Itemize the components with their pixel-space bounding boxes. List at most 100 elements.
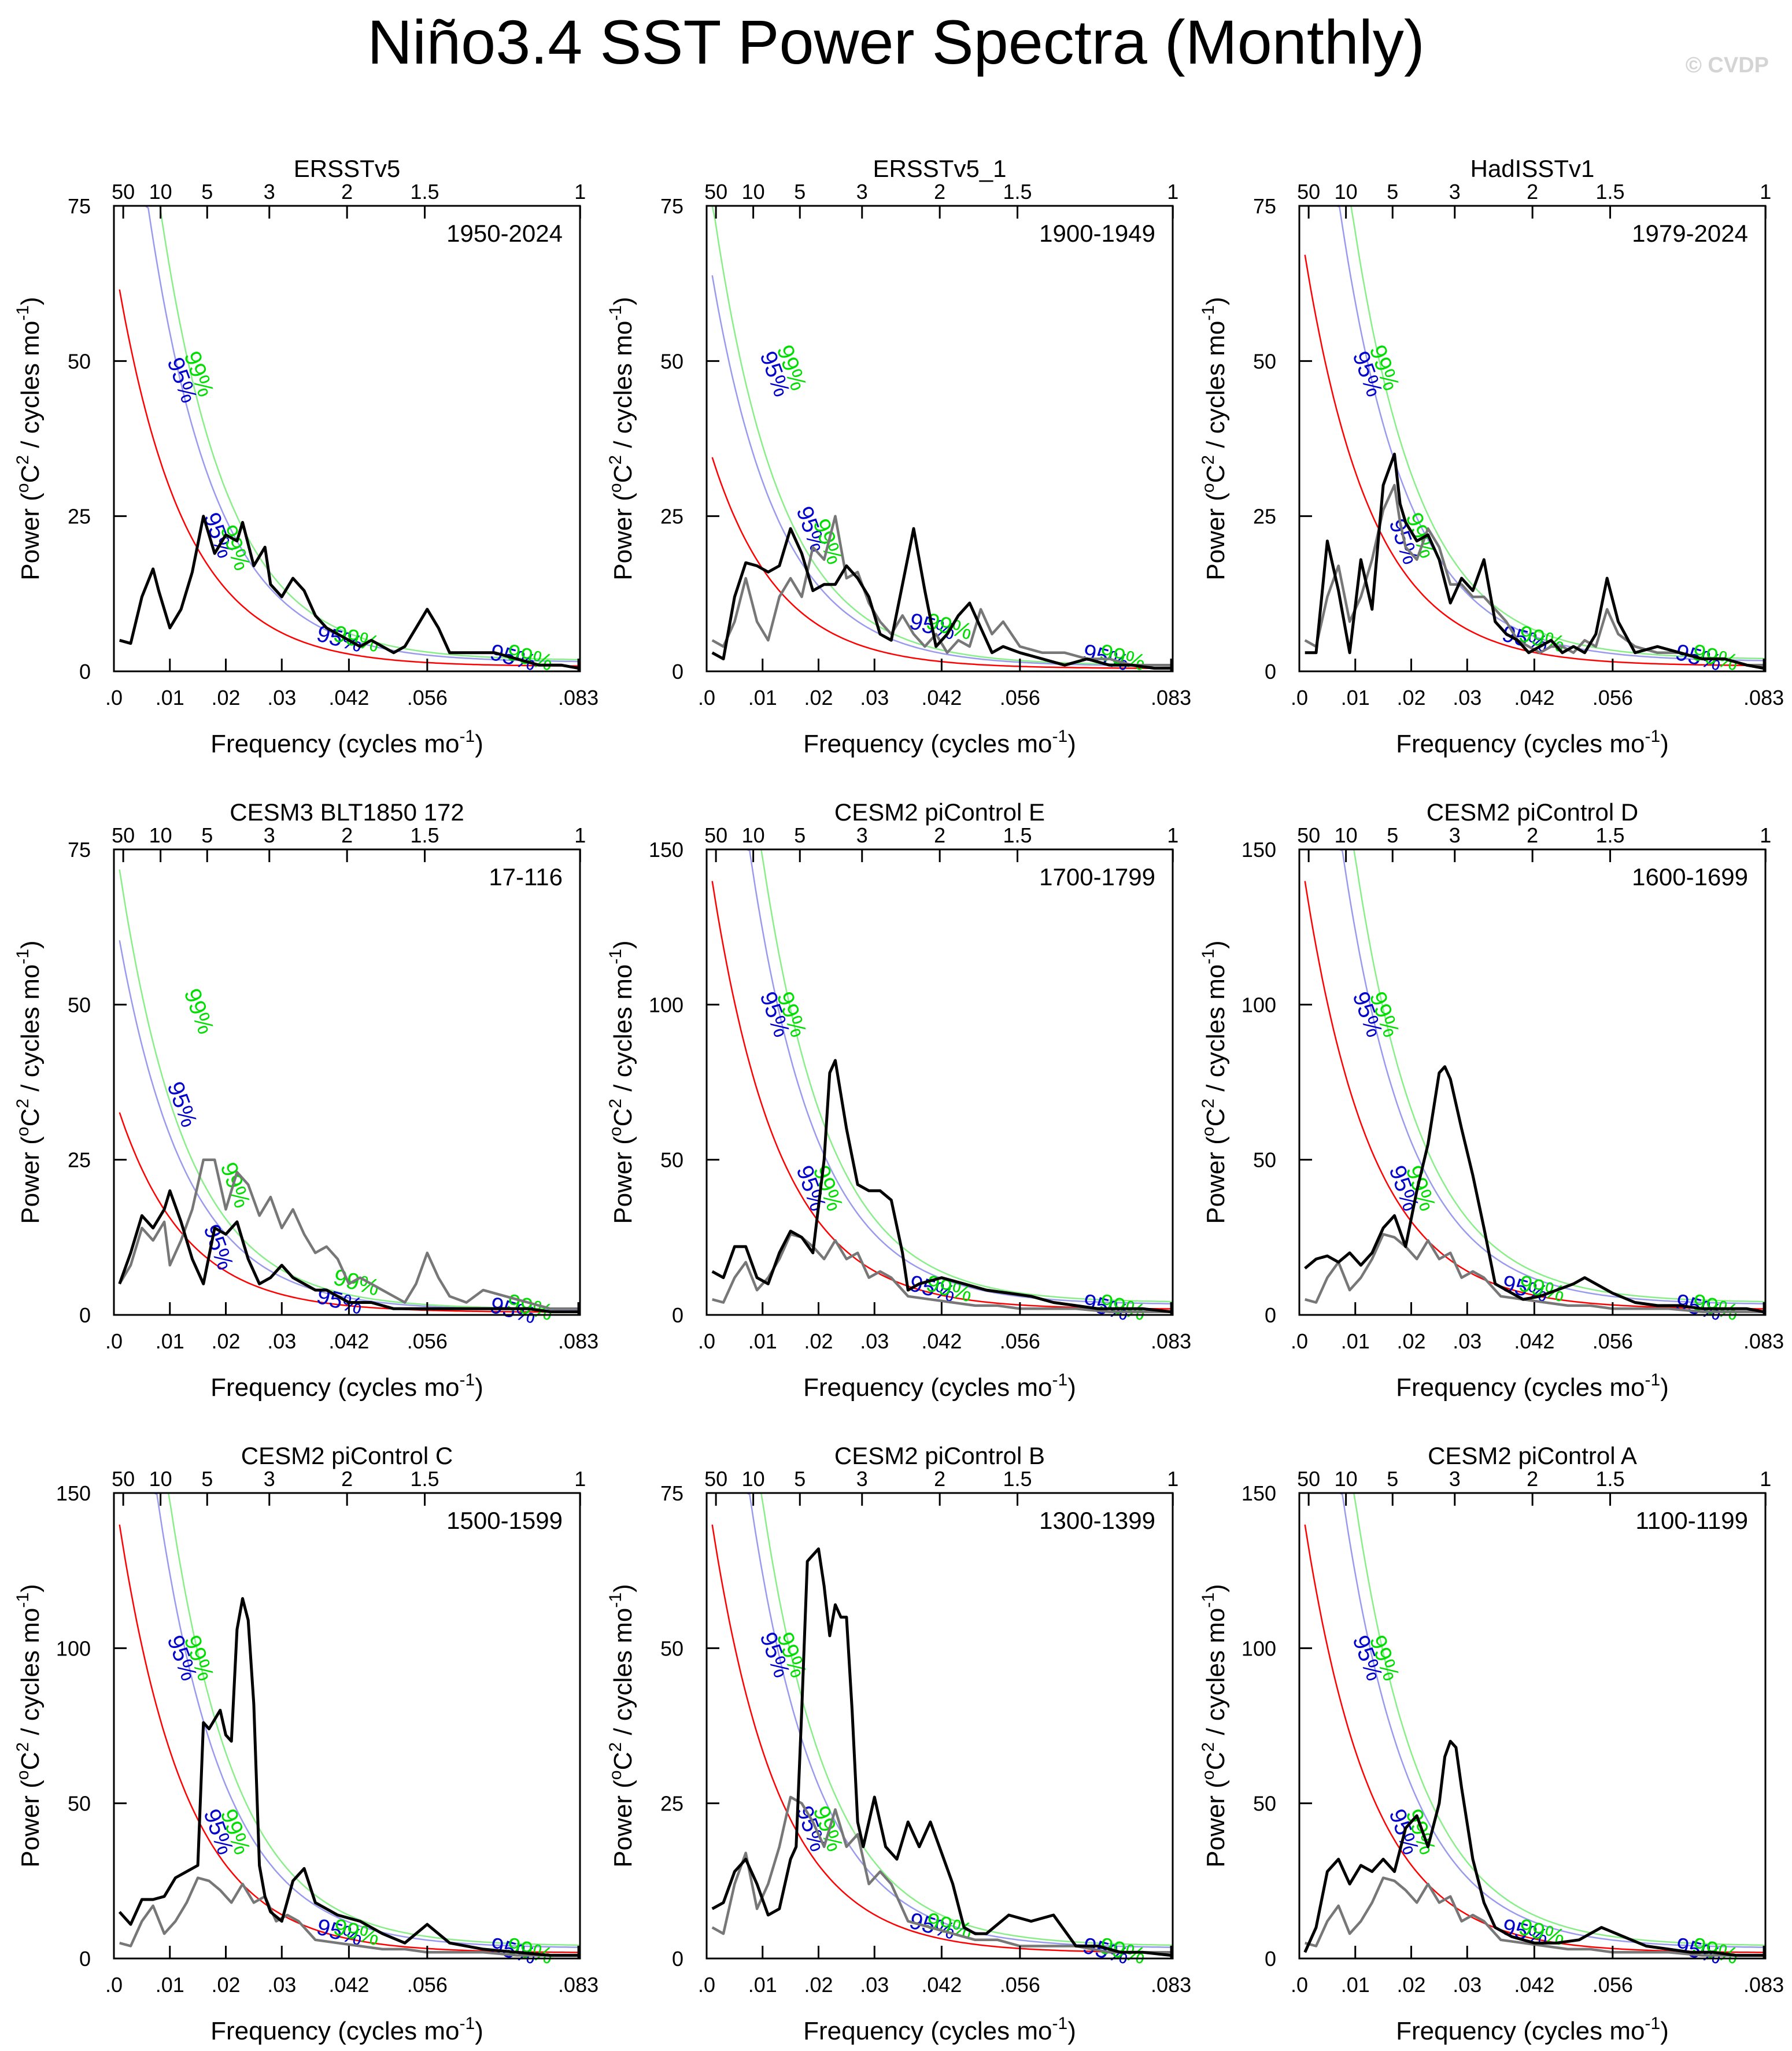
x-label-sup: -1 [1645, 2014, 1661, 2033]
x-tick-label: .0 [105, 1973, 123, 1997]
x-tick-label: .02 [1396, 686, 1425, 709]
red-noise-curve [119, 1524, 580, 1953]
panel-9: 95%95%95%95%99%99%99%99%.0.01.02.03.042.… [1199, 1442, 1784, 2045]
y-tick-label: 0 [1265, 1947, 1276, 1971]
reference-line [1305, 1233, 1764, 1313]
y-label-sup: 2 [1199, 1099, 1218, 1108]
y-label-part: / cycles mo [1202, 1608, 1230, 1742]
x-tick-label: .01 [748, 1973, 777, 1997]
x-axis-label: Frequency (cycles mo-1) [1396, 1370, 1669, 1402]
y-label-part: / cycles mo [16, 321, 45, 455]
reference-line [1304, 483, 1764, 667]
x-label-sup: -1 [1052, 1370, 1068, 1389]
x-label-sup: -1 [460, 2014, 475, 2033]
y-tick-label: 50 [660, 1148, 683, 1172]
reference-line [118, 1158, 579, 1310]
x-label-tail: ) [475, 730, 483, 758]
spectrum-line [1305, 452, 1764, 670]
x-label-sup: -1 [460, 727, 475, 746]
y-label-sup: -1 [606, 949, 625, 964]
y-axis-label: Power (oC2 / cycles mo-1) [1199, 940, 1230, 1224]
x-tick-label: .083 [558, 686, 598, 709]
x-label-tail: ) [1660, 730, 1669, 758]
y-label-part: / cycles mo [16, 1608, 45, 1742]
y-label-part: ) [1202, 297, 1230, 305]
top-tick-label: 1 [1167, 823, 1178, 847]
x-label-sup: -1 [1052, 727, 1068, 746]
y-label-sup: 2 [13, 455, 32, 465]
x-tick-label: .056 [407, 686, 448, 709]
top-tick-label: 50 [704, 180, 727, 204]
panel-4: 95%95%95% 95%99%99%99%99%.0.01.02.03.042.… [13, 799, 598, 1402]
x-tick-label: .083 [558, 1973, 598, 1997]
x-tick-label: .083 [1743, 1973, 1784, 1997]
y-label-sup: o [606, 483, 625, 493]
y-tick-label: 100 [1242, 1636, 1276, 1660]
top-tick-label: 1.5 [411, 1467, 439, 1491]
top-tick-label: 5 [201, 1467, 213, 1491]
top-tick-label: 3 [264, 823, 275, 847]
top-tick-label: 2 [341, 1467, 353, 1491]
x-tick-label: .042 [921, 686, 962, 709]
top-tick-label: 5 [1387, 1467, 1398, 1491]
red-noise-curve [119, 289, 580, 667]
top-tick-label: 1.5 [1003, 1467, 1032, 1491]
y-label-sup: -1 [1199, 1592, 1218, 1608]
x-tick-label: .0 [698, 1973, 715, 1997]
y-label-part: C [609, 1752, 637, 1771]
y-label-sup: 2 [13, 1099, 32, 1108]
x-tick-label: .03 [860, 686, 889, 709]
y-label-part: C [16, 1752, 45, 1771]
top-tick-label: 50 [112, 823, 135, 847]
plot-frame [1298, 848, 1767, 1316]
panel-1: 95%95%95%95%99%99%99%99%.0.01.02.03.042.… [13, 155, 598, 758]
top-tick-label: 50 [1297, 823, 1320, 847]
top-tick-label: 1 [574, 823, 586, 847]
spectrum-line [711, 1547, 1172, 1957]
x-tick-label: .042 [328, 1973, 369, 1997]
x-axis-label: Frequency (cycles mo-1) [803, 1370, 1076, 1402]
y-tick-label: 25 [660, 1792, 683, 1816]
x-label-tail: ) [475, 2017, 483, 2045]
period-label: 1700-1799 [1039, 863, 1155, 890]
x-tick-label: .056 [1593, 1329, 1633, 1353]
y-tick-label: 50 [660, 1636, 683, 1660]
x-tick-label: .056 [1000, 686, 1040, 709]
y-tick-label: 50 [1253, 349, 1276, 373]
y-tick-label: 25 [1253, 505, 1276, 529]
x-tick-label: .083 [1151, 1973, 1191, 1997]
y-tick-label: 0 [672, 1303, 683, 1327]
cvdp-credit: © CVDP [1685, 53, 1769, 77]
y-label-part: C [1202, 1752, 1230, 1771]
y-tick-label: 100 [56, 1636, 91, 1660]
top-tick-label: 2 [341, 823, 353, 847]
plot-frame [1298, 1492, 1767, 1960]
x-tick-label: .0 [105, 686, 123, 709]
top-tick-label: 10 [149, 1467, 172, 1491]
top-tick-label: 50 [704, 1467, 727, 1491]
top-tick-label: 2 [1527, 823, 1538, 847]
top-tick-label: 2 [1527, 180, 1538, 204]
y-label-part: C [1202, 465, 1230, 483]
y-tick-label: 25 [660, 505, 683, 529]
x-label-tail: ) [1660, 2017, 1669, 2045]
x-tick-label: .042 [328, 686, 369, 709]
y-tick-label: 25 [68, 1148, 91, 1172]
top-tick-label: 10 [1335, 1467, 1358, 1491]
y-label-part: / cycles mo [1202, 964, 1230, 1099]
y-label-part: ) [1202, 1584, 1230, 1592]
panel-title: CESM2 piControl A [1428, 1442, 1637, 1469]
period-label: 1950-2024 [446, 220, 563, 247]
y-tick-label: 0 [672, 1947, 683, 1971]
top-tick-label: 50 [1297, 180, 1320, 204]
top-tick-label: 50 [112, 180, 135, 204]
ci99-curve [1305, 1493, 1765, 1946]
y-tick-label: 75 [68, 838, 91, 862]
y-label-sup: 2 [13, 1742, 32, 1752]
y-axis-label: Power (oC2 / cycles mo-1) [606, 940, 637, 1224]
y-label-sup: 2 [606, 1099, 625, 1108]
period-label: 1900-1949 [1039, 220, 1155, 247]
x-label-tail: ) [1660, 1373, 1669, 1402]
x-label-tail: ) [1067, 1373, 1076, 1402]
y-label-sup: -1 [606, 305, 625, 321]
